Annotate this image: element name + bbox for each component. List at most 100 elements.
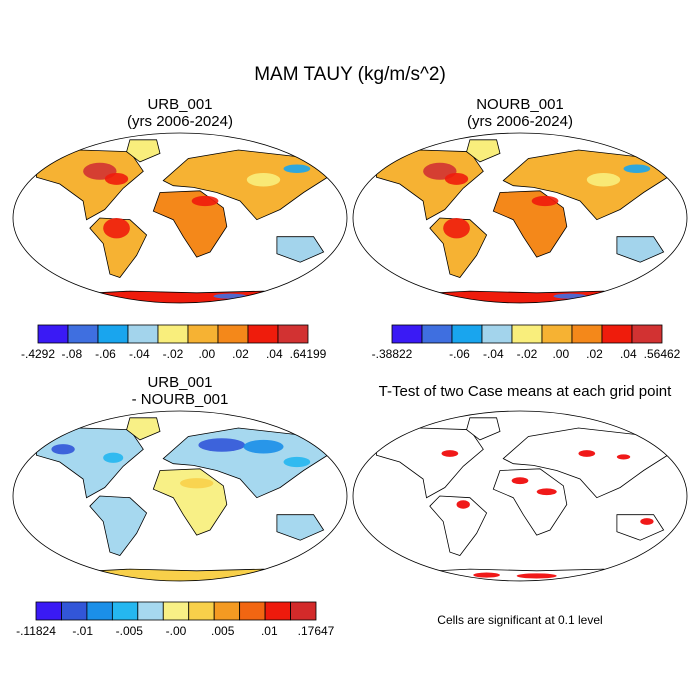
colorbar-swatch: [188, 601, 215, 621]
colorbar-swatch: [601, 324, 633, 344]
panel-title-urb-line2: (yrs 2006-2024): [127, 113, 233, 130]
colorbar-swatch: [631, 324, 663, 344]
panel-title-nourb-line2: (yrs 2006-2024): [467, 113, 573, 130]
continent-eurasia: [502, 427, 671, 499]
colorbar-tick-label: -.01: [72, 624, 93, 638]
colorbar-swatch: [137, 601, 164, 621]
map-panel-2: [12, 410, 348, 582]
panel-title-nourb: NOURB_001 (yrs 2006-2024): [355, 96, 685, 130]
panel-title-diff-line2: - NOURB_001: [131, 391, 229, 408]
field-patch: [616, 454, 631, 460]
colorbar-swatch: [111, 601, 139, 621]
field-patch: [213, 293, 247, 299]
field-patch: [456, 500, 470, 509]
colorbar-swatch: [571, 324, 603, 344]
field-patch: [104, 172, 129, 185]
continent-greenland: [466, 139, 501, 163]
colorbar-tick-label: -.06: [95, 347, 116, 361]
globe-outline: [352, 132, 688, 304]
colorbar-swatch: [213, 601, 241, 621]
field-patch: [586, 172, 621, 187]
globe-outline: [12, 132, 348, 304]
continent-greenland: [126, 139, 161, 163]
colorbar-swatch: [239, 601, 266, 621]
globe-outline: [352, 410, 688, 582]
colorbar-tick-label: .17647: [298, 624, 335, 638]
field-patch: [180, 478, 214, 489]
colorbar-swatch: [290, 601, 317, 621]
colorbar-tick-label: .02: [232, 347, 249, 361]
continent-africa: [492, 468, 568, 536]
ttest-note: Cells are significant at 0.1 level: [437, 613, 603, 627]
panel-title-ttest: T-Test of two Case means at each grid po…: [355, 383, 695, 400]
colorbar-tick-label: -.02: [163, 347, 184, 361]
panel-title-diff: URB_001 - NOURB_001: [15, 374, 345, 408]
figure-title: MAM TAUY (kg/m/s^2): [254, 64, 446, 85]
field-patch: [441, 450, 459, 457]
field-patch: [283, 164, 311, 173]
colorbar-tick-label: -.00: [166, 624, 187, 638]
colorbar-swatch: [162, 601, 190, 621]
colorbar-swatch: [264, 601, 291, 621]
colorbar-tick-label: .02: [586, 347, 603, 361]
colorbar-swatch: [217, 324, 249, 344]
colorbar-swatch: [67, 324, 99, 344]
panel-title-ttest-line1: T-Test of two Case means at each grid po…: [378, 383, 672, 400]
field-patch: [51, 444, 75, 455]
panel-title-urb-line1: URB_001: [147, 96, 213, 113]
continent-namerica: [376, 149, 484, 221]
continent-greenland: [126, 417, 161, 441]
colorbar-tick-label: -.4292: [21, 347, 55, 361]
colorbar-tick-label: .56462: [644, 347, 681, 361]
field-patch: [553, 293, 587, 299]
continent-antarctica: [63, 290, 301, 303]
field-patch: [444, 172, 469, 185]
colorbar-tick-label: .01: [261, 624, 278, 638]
panel-title-diff-line1: URB_001: [147, 374, 213, 391]
colorbar-tick-label: -.08: [61, 347, 82, 361]
colorbar-swatch: [421, 324, 453, 344]
field-patch: [426, 572, 447, 578]
continent-australia: [616, 236, 665, 263]
continent-namerica: [376, 427, 484, 499]
colorbar-tick-label: .04: [620, 347, 637, 361]
field-patch: [640, 518, 654, 525]
colorbar-swatch: [277, 324, 309, 344]
colorbar-tick-label: .04: [266, 347, 283, 361]
colorbar-tick-label: -.38822: [372, 347, 413, 361]
continent-samerica: [89, 217, 148, 278]
map-panel-3: [352, 410, 688, 582]
colorbar-swatch: [127, 324, 159, 344]
colorbar-swatch: [97, 324, 129, 344]
continent-australia: [276, 514, 325, 541]
colorbar-0: -.4292 -.08 -.06 -.04 -.02 .00 .02 .04 .64199: [21, 324, 327, 361]
globe-outline: [12, 410, 348, 582]
field-patch: [516, 573, 557, 579]
continent-antarctica: [63, 568, 301, 581]
colorbar-2: -.11824 -.01 -.005 -.00 .005 .01 .17647: [16, 601, 335, 638]
field-patch: [103, 218, 130, 239]
colorbar-swatch: [391, 324, 423, 344]
continent-samerica: [429, 495, 488, 556]
colorbar-swatch: [86, 601, 113, 621]
colorbar-tick-label: -.06: [449, 347, 470, 361]
field-patch: [473, 572, 500, 578]
colorbar-swatch: [37, 324, 69, 344]
field-patch: [103, 452, 124, 463]
colorbar-tick-label: -.04: [483, 347, 504, 361]
map-panel-0: [12, 132, 348, 304]
field-patch: [246, 172, 281, 187]
colorbar-1: -.38822 -.06 -.04 -.02 .00 .02 .04 .56462: [372, 324, 681, 361]
colorbar-swatch: [481, 324, 513, 344]
panel-title-urb: URB_001 (yrs 2006-2024): [15, 96, 345, 130]
panel-title-nourb-line1: NOURB_001: [476, 96, 564, 113]
colorbar-swatch: [35, 601, 62, 621]
field-patch: [191, 195, 219, 207]
colorbar-swatch: [541, 324, 573, 344]
continent-antarctica: [403, 290, 641, 303]
continent-samerica: [89, 495, 148, 556]
field-patch: [511, 477, 529, 485]
field-patch: [283, 456, 311, 468]
colorbar-tick-label: .00: [552, 347, 569, 361]
